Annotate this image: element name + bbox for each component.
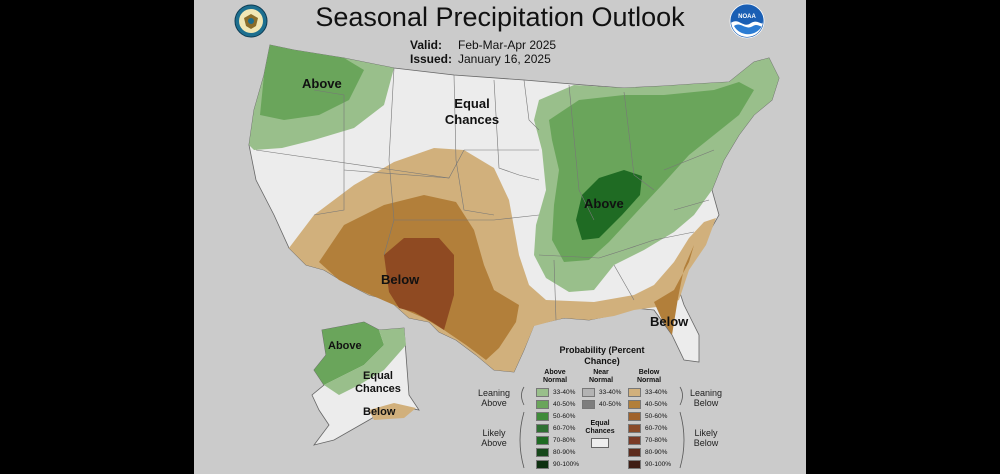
legend-title: Probability (Percent Chance) — [559, 345, 645, 366]
label-sw-below: Below — [381, 272, 420, 287]
doc-seal-logo — [234, 4, 268, 38]
legend-below-row: 70-80% — [628, 436, 667, 446]
precipitation-map — [248, 44, 780, 446]
legend-below-header: Below Normal — [636, 369, 662, 384]
legend-equal-label: Equal Chances — [585, 420, 615, 435]
legend-below-row: 60-70% — [628, 424, 667, 434]
label-ak-above: Above — [328, 340, 362, 352]
legend-range-label: 90-100% — [553, 461, 580, 469]
legend-above-header: Above Normal — [542, 369, 568, 384]
legend-swatch — [536, 388, 549, 397]
legend-swatch — [628, 388, 641, 397]
legend-range-label: 80-90% — [645, 449, 668, 457]
svg-text:NOAA: NOAA — [738, 14, 756, 20]
page-title: Seasonal Precipitation Outlook — [315, 2, 685, 32]
legend-near-header: Near Normal — [588, 369, 614, 384]
legend-range-label: 90-100% — [645, 461, 672, 469]
legend-above-row: 70-80% — [536, 436, 575, 446]
noaa-logo: NOAA — [729, 3, 765, 39]
legend-swatch — [536, 460, 549, 469]
legend-below-row: 50-60% — [628, 412, 667, 422]
sw-below-50 — [384, 238, 454, 330]
valid-label: Valid: — [410, 38, 443, 52]
ak-above — [314, 322, 384, 385]
legend-swatch — [536, 448, 549, 457]
legend-range-label: 40-50% — [553, 401, 576, 409]
legend-swatch — [582, 400, 595, 409]
legend-swatch — [536, 424, 549, 433]
legend-near-row: 40-50% — [582, 400, 621, 410]
legend-range-label: 40-50% — [645, 401, 668, 409]
legend-above-row: 90-100% — [536, 460, 579, 470]
legend-below-row: 80-90% — [628, 448, 667, 458]
nw-above-40 — [260, 45, 364, 120]
legend-range-label: 33-40% — [645, 389, 668, 397]
ak-above-33 — [324, 328, 406, 395]
legend-near-row: 33-40% — [582, 388, 621, 398]
legend-range-label: 80-90% — [553, 449, 576, 457]
legend-leaning-below: Leaning Below — [689, 388, 723, 408]
legend-swatch — [628, 400, 641, 409]
legend-leaning-above: Leaning Above — [477, 388, 511, 408]
legend-above-row: 50-60% — [536, 412, 575, 422]
ak-below — [369, 403, 416, 420]
legend-swatch — [536, 400, 549, 409]
legend-range-label: 70-80% — [645, 437, 668, 445]
legend-above-row: 33-40% — [536, 388, 575, 398]
label-ak-below: Below — [363, 406, 396, 418]
label-equal-chances: Equal Chances — [444, 96, 500, 127]
legend-below-row: 90-100% — [628, 460, 671, 470]
legend-swatch — [536, 436, 549, 445]
legend-range-label: 70-80% — [553, 437, 576, 445]
legend-equal-swatch — [591, 438, 609, 448]
label-ov-above: Above — [584, 196, 624, 211]
legend-above-row: 60-70% — [536, 424, 575, 434]
legend-range-label: 50-60% — [553, 413, 576, 421]
legend-swatch — [582, 388, 595, 397]
label-nw-above: Above — [302, 76, 342, 91]
legend-range-label: 33-40% — [599, 389, 622, 397]
ov-above-50 — [576, 170, 642, 240]
legend-range-label: 60-70% — [553, 425, 576, 433]
issued-value: January 16, 2025 — [458, 52, 551, 66]
legend-above-row: 80-90% — [536, 448, 575, 458]
issued-label: Issued: — [410, 52, 453, 66]
legend-likely-above: Likely Above — [481, 428, 507, 448]
state-lines — [255, 67, 715, 321]
legend-swatch — [536, 412, 549, 421]
se-below-40 — [654, 245, 694, 335]
valid-line: Valid: Feb-Mar-Apr 2025 — [410, 38, 556, 52]
legend-swatch — [628, 436, 641, 445]
legend-range-label: 60-70% — [645, 425, 668, 433]
label-se-below: Below — [650, 314, 689, 329]
legend-range-label: 33-40% — [553, 389, 576, 397]
legend-range-label: 50-60% — [645, 413, 668, 421]
legend-swatch — [628, 460, 641, 469]
valid-value: Feb-Mar-Apr 2025 — [458, 38, 557, 52]
legend-likely-below: Likely Below — [693, 428, 719, 448]
legend-below-row: 33-40% — [628, 388, 667, 398]
legend-swatch — [628, 424, 641, 433]
legend-range-label: 40-50% — [599, 401, 622, 409]
label-ak-equal: Equal Chances — [355, 370, 401, 395]
legend-above-row: 40-50% — [536, 400, 575, 410]
issued-line: Issued: January 16, 2025 — [410, 52, 551, 66]
legend-swatch — [628, 448, 641, 457]
outlook-panel: Seasonal Precipitation Outlook Valid: Feb… — [194, 0, 806, 474]
legend-swatch — [628, 412, 641, 421]
legend-below-row: 40-50% — [628, 400, 667, 410]
